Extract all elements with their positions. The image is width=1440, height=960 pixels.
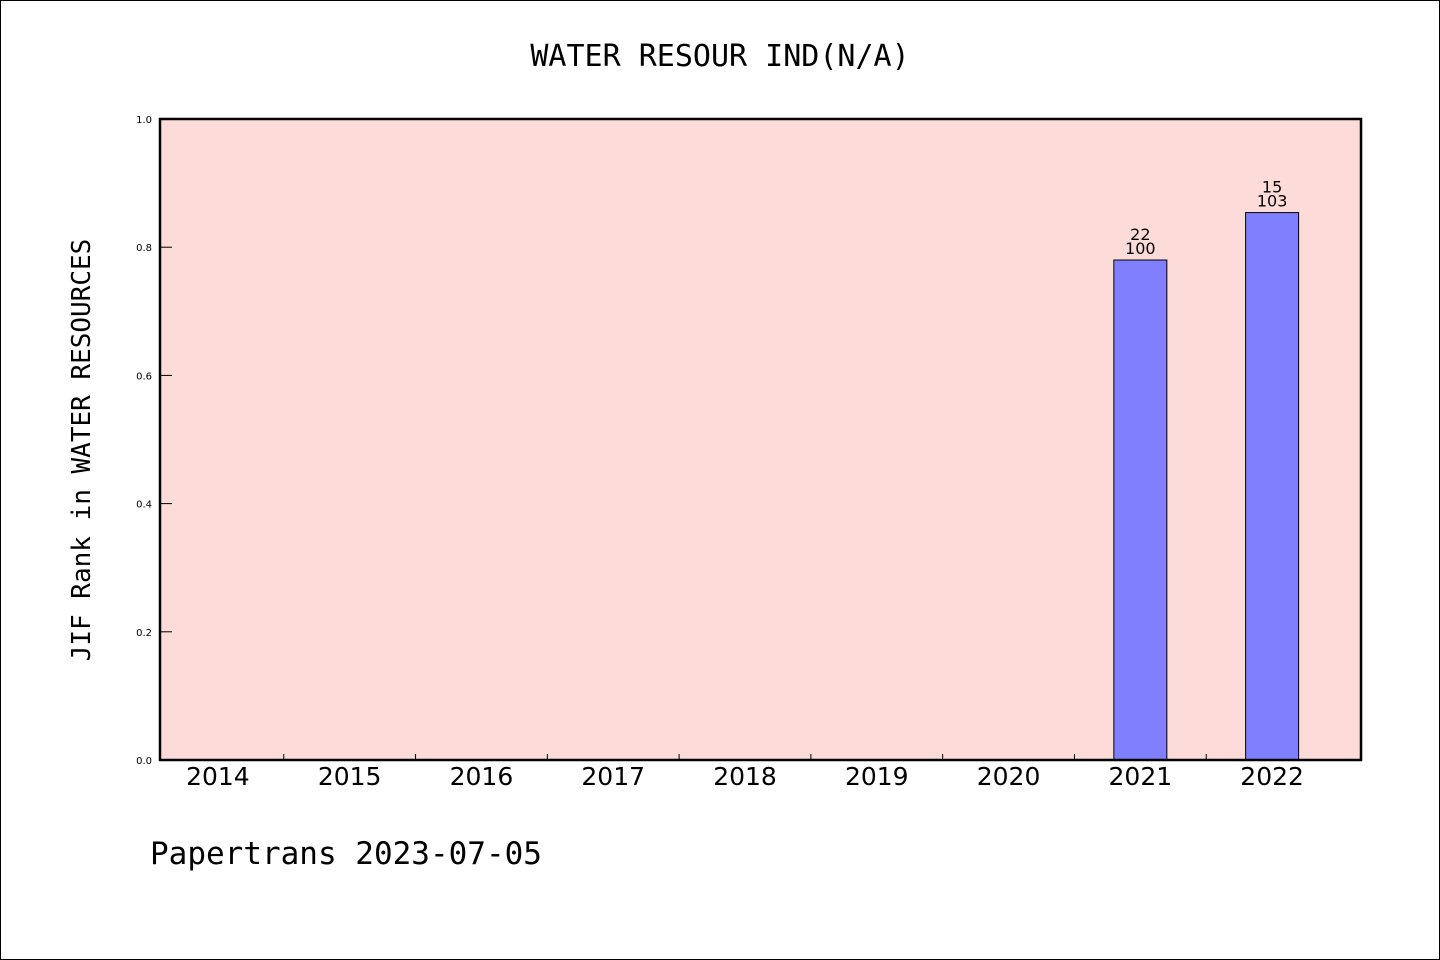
y-axis-label: JIF Rank in WATER RESOURCES [67,239,97,662]
bar-total-label: 103 [1257,192,1288,211]
footer-credit: Papertrans 2023-07-05 [150,836,542,872]
y-tick-label: 0.6 [136,371,152,382]
ticks-layer: 0.0 0.2 0.4 0.6 0.8 1.0 2014 2015 2016 2017 2018 20… [136,115,1304,791]
x-tick-label: 2018 [713,762,777,791]
x-tick-label: 2015 [318,762,382,791]
plot-border [158,117,1363,762]
bar-2022 [1245,212,1300,761]
y-tick-label: 0.8 [136,243,152,254]
x-tick-label: 2019 [845,762,909,791]
bar-rank-label: 15 [1262,178,1282,197]
chart-title: WATER RESOUR IND(N/A) [530,39,909,74]
bar-total-label: 100 [1125,239,1156,258]
x-tick-label: 2016 [450,762,514,791]
x-tick-label: 2020 [977,762,1041,791]
y-tick-label: 0.0 [136,756,152,767]
x-tick-label: 2022 [1240,762,1304,791]
x-tick-label: 2021 [1109,762,1173,791]
plot-area [160,119,1361,760]
x-tick-label: 2017 [581,762,645,791]
y-tick-label: 0.2 [136,628,152,639]
bar-rank-label: 22 [1130,225,1150,244]
x-tick-label: 2014 [186,762,250,791]
bar-2021 [1113,259,1168,761]
y-tick-label: 0.4 [136,500,152,511]
y-tick-label: 1.0 [136,115,152,126]
